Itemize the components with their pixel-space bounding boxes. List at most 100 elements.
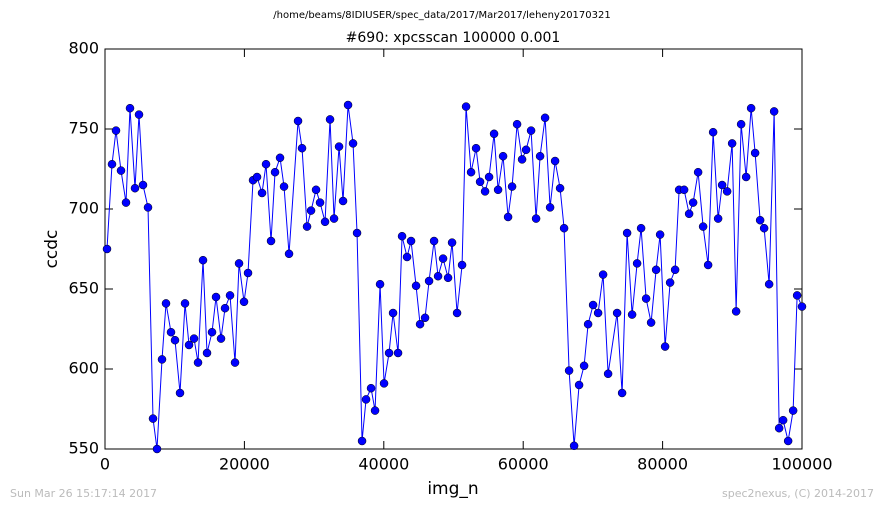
data-point xyxy=(521,145,531,155)
data-point xyxy=(693,167,703,177)
data-point xyxy=(598,270,608,279)
data-point xyxy=(736,119,746,129)
data-point xyxy=(531,214,541,223)
data-point xyxy=(498,151,508,161)
data-point xyxy=(655,230,665,239)
data-point xyxy=(471,143,481,153)
data-point xyxy=(475,177,485,187)
data-point xyxy=(433,271,443,281)
data-point xyxy=(338,196,348,206)
data-point xyxy=(452,308,462,318)
data-point xyxy=(357,436,367,446)
data-point xyxy=(111,126,121,135)
data-point xyxy=(526,126,536,135)
data-point xyxy=(207,327,217,337)
data-point xyxy=(429,236,439,246)
data-point xyxy=(535,151,545,161)
data-point xyxy=(603,369,613,379)
data-point xyxy=(783,436,793,446)
y-tick-label: 700 xyxy=(68,199,99,218)
data-point xyxy=(198,255,208,265)
data-point xyxy=(632,259,642,268)
data-point xyxy=(503,212,513,222)
data-point xyxy=(138,180,148,190)
data-point xyxy=(343,100,353,110)
data-point xyxy=(550,156,560,166)
data-point xyxy=(348,139,358,148)
data-point xyxy=(622,228,632,238)
data-point xyxy=(480,187,490,196)
data-point xyxy=(583,319,593,329)
data-point xyxy=(698,222,708,231)
data-point xyxy=(788,406,798,415)
data-point xyxy=(361,395,371,404)
data-point xyxy=(517,155,527,164)
data-point xyxy=(731,307,741,316)
data-point xyxy=(545,203,555,212)
data-point xyxy=(180,299,190,308)
data-point xyxy=(234,259,244,268)
data-point xyxy=(297,143,307,153)
footer-left: Sun Mar 26 15:17:14 2017 xyxy=(10,487,157,500)
data-point xyxy=(679,185,689,195)
data-point xyxy=(270,167,280,177)
y-tick-label: 800 xyxy=(68,39,99,58)
data-point xyxy=(320,217,330,227)
data-point xyxy=(670,265,680,275)
data-point xyxy=(170,335,180,345)
data-point xyxy=(588,300,598,310)
data-point xyxy=(797,302,807,311)
data-point xyxy=(741,172,751,182)
data-point xyxy=(406,236,416,246)
data-point xyxy=(370,406,380,415)
data-point xyxy=(148,414,158,423)
data-point xyxy=(593,308,603,318)
data-point xyxy=(402,252,412,262)
data-point xyxy=(555,183,565,193)
data-point xyxy=(107,159,117,169)
data-point xyxy=(684,209,694,219)
data-point xyxy=(688,198,698,207)
data-point xyxy=(447,238,457,247)
data-point xyxy=(143,203,153,212)
data-point xyxy=(252,172,262,182)
data-point xyxy=(755,215,765,225)
data-point xyxy=(579,361,589,371)
x-tick-label: 60000 xyxy=(498,455,549,474)
data-point xyxy=(489,129,499,139)
data-point xyxy=(397,231,407,241)
data-point xyxy=(636,223,646,233)
data-point xyxy=(411,281,421,291)
data-point xyxy=(774,423,784,433)
data-point xyxy=(627,310,637,319)
data-point xyxy=(393,348,403,358)
data-point xyxy=(424,276,434,286)
data-point xyxy=(612,308,622,318)
y-axis-label: ccdc xyxy=(42,230,62,269)
data-point xyxy=(184,340,194,350)
data-point xyxy=(660,342,670,351)
data-point xyxy=(646,318,656,327)
data-point xyxy=(651,265,661,275)
data-point xyxy=(157,355,167,364)
data-point xyxy=(641,294,651,303)
data-point xyxy=(461,102,471,111)
data-point xyxy=(121,198,131,207)
data-point xyxy=(315,198,325,207)
data-point xyxy=(306,206,316,215)
data-point xyxy=(457,260,467,270)
data-point xyxy=(125,103,135,113)
data-point xyxy=(443,273,453,283)
data-point xyxy=(134,110,144,119)
data-point xyxy=(325,115,335,124)
data-point xyxy=(116,166,126,175)
data-point xyxy=(388,308,398,318)
y-tick-label: 600 xyxy=(68,359,99,378)
x-tick-label: 0 xyxy=(100,455,110,474)
data-point xyxy=(512,119,522,129)
data-point xyxy=(202,348,212,358)
data-point xyxy=(230,358,240,367)
chart-subtitle: #690: xpcsscan 100000 0.001 xyxy=(346,30,561,46)
y-tick-label: 750 xyxy=(68,119,99,138)
data-point xyxy=(102,244,112,254)
